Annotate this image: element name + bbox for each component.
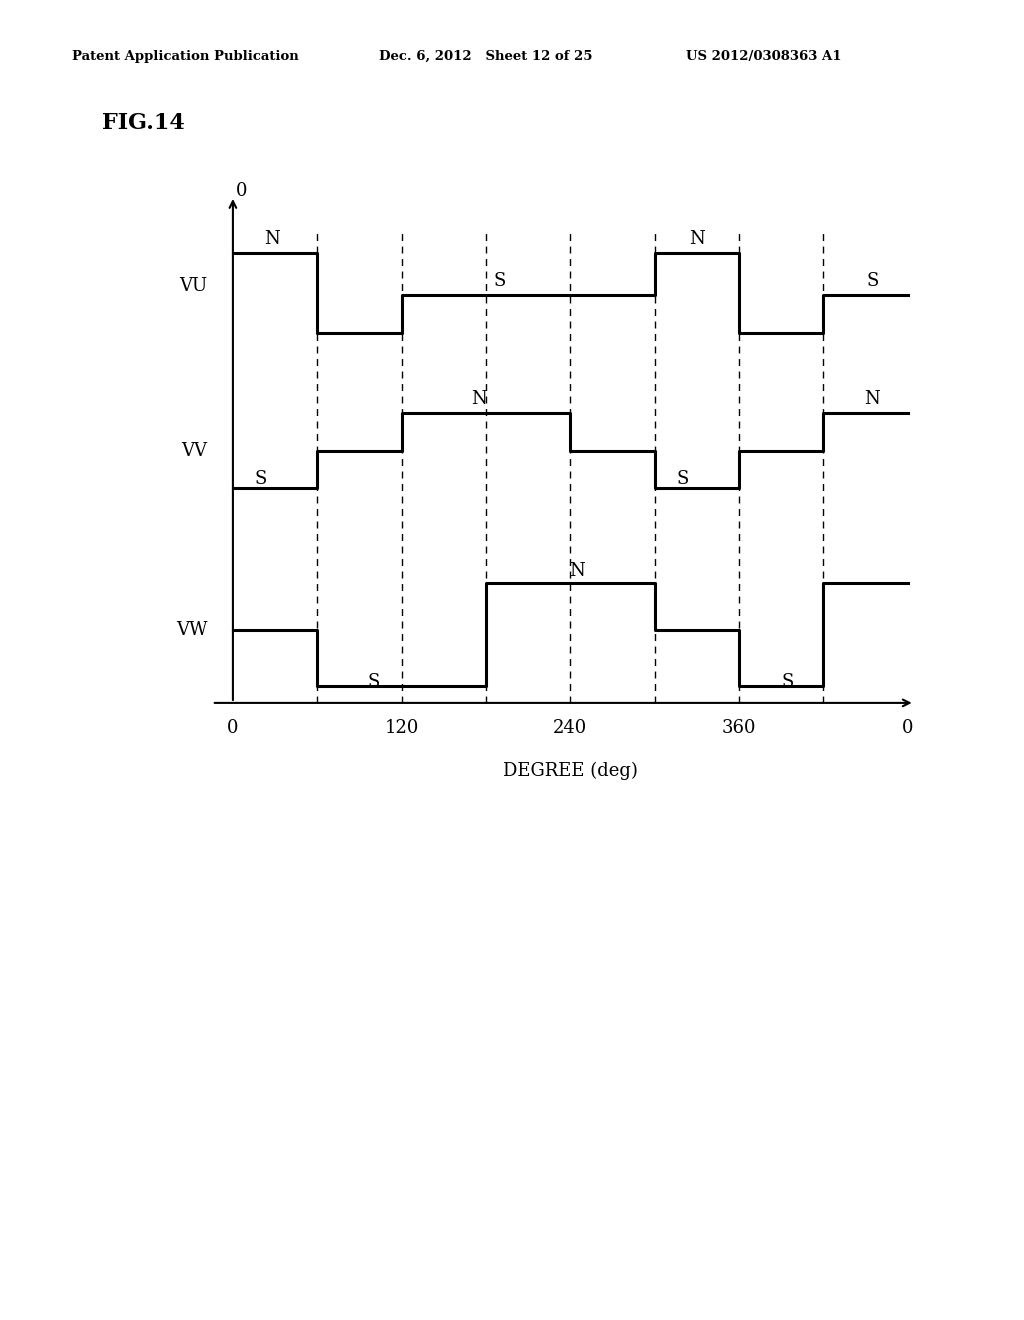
Text: S: S: [368, 673, 380, 692]
Text: N: N: [569, 562, 585, 581]
Text: US 2012/0308363 A1: US 2012/0308363 A1: [686, 50, 842, 63]
Text: N: N: [264, 230, 281, 248]
Text: S: S: [494, 272, 506, 290]
Text: S: S: [866, 272, 879, 290]
Text: VW: VW: [176, 620, 208, 639]
Text: Patent Application Publication: Patent Application Publication: [72, 50, 298, 63]
Text: N: N: [864, 391, 881, 408]
Text: Dec. 6, 2012   Sheet 12 of 25: Dec. 6, 2012 Sheet 12 of 25: [379, 50, 592, 63]
Text: FIG.14: FIG.14: [102, 112, 185, 135]
Text: 240: 240: [553, 719, 588, 738]
Text: S: S: [677, 470, 689, 488]
Text: DEGREE (deg): DEGREE (deg): [503, 762, 638, 780]
Text: VU: VU: [179, 277, 208, 294]
Text: 0: 0: [236, 182, 247, 199]
Text: 0: 0: [902, 719, 913, 738]
Text: 120: 120: [384, 719, 419, 738]
Text: N: N: [471, 391, 486, 408]
Text: 0: 0: [227, 719, 239, 738]
Text: 360: 360: [722, 719, 756, 738]
Text: VV: VV: [181, 442, 208, 459]
Text: S: S: [255, 470, 267, 488]
Text: N: N: [689, 230, 705, 248]
Text: S: S: [782, 673, 795, 692]
